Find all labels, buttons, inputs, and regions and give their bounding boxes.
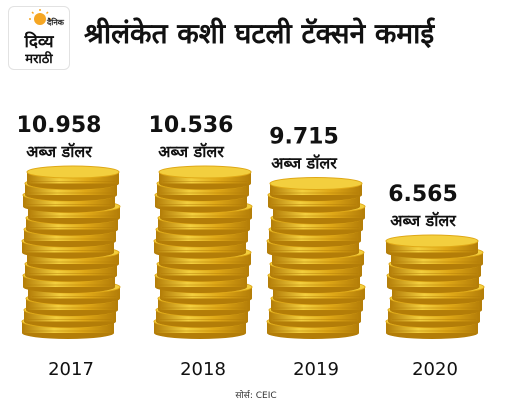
logo-line-2: मराठी [25,52,53,67]
unit-label-2017: अब्ज डॉलर [26,142,93,161]
divya-marathi-logo: दैनिक दिव्य मराठी [8,6,70,70]
logo-line-1: दिव्य [24,32,54,52]
source-note: सोर्स: CEIC [235,391,277,401]
coin-stack-2019 [266,177,366,339]
category-label-2019: 2019 [293,359,339,380]
category-label-2017: 2017 [48,359,94,380]
value-label-2017: 10.958 [17,113,102,138]
unit-label-2019: अब्ज डॉलर [271,154,338,173]
coin-stack-2017 [21,165,121,339]
value-label-2020: 6.565 [388,182,458,207]
value-label-2018: 10.536 [149,113,234,138]
coin-stack-2020 [385,234,485,339]
header: दैनिक दिव्य मराठी श्रीलंकेत कशी घटली टॅक… [0,0,512,78]
coin-stack-2018 [153,165,253,339]
logo-small-text: दैनिक [47,18,64,27]
category-label-2018: 2018 [180,359,226,380]
category-label-2020: 2020 [412,359,458,380]
page-title: श्रीलंकेत कशी घटली टॅक्सने कमाई [84,17,435,50]
sun-icon [29,9,51,25]
value-label-2019: 9.715 [269,125,339,150]
unit-label-2018: अब्ज डॉलर [158,142,225,161]
unit-label-2020: अब्ज डॉलर [390,211,457,230]
